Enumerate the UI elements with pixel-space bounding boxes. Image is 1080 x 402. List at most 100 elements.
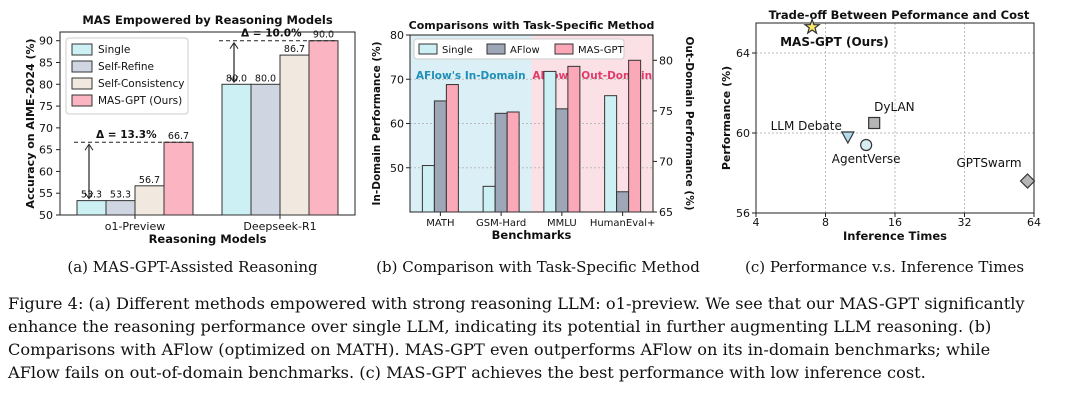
bar bbox=[250, 83, 281, 216]
point-label: GPTSwarm bbox=[956, 156, 1021, 170]
bar bbox=[433, 100, 447, 213]
legend-swatch bbox=[71, 94, 93, 107]
x-tick-label: GSM-Hard bbox=[476, 218, 526, 229]
point-label: MAS-GPT (Ours) bbox=[780, 35, 889, 49]
legend-swatch bbox=[554, 43, 574, 55]
legend-swatch bbox=[71, 43, 93, 56]
bar bbox=[279, 54, 310, 216]
y-axis-label: In-Domain Performance (%) bbox=[371, 41, 383, 205]
bar bbox=[628, 59, 642, 213]
bar-value-label: 53.3 bbox=[110, 190, 131, 201]
y-tick-label: 70 bbox=[39, 122, 53, 135]
chart-title: Trade-off Between Peformance and Cost bbox=[769, 8, 1030, 22]
plot-frame bbox=[755, 22, 1035, 214]
legend-box bbox=[65, 37, 189, 115]
marker-circle bbox=[860, 138, 873, 152]
x-tick-label: MMLU bbox=[547, 218, 577, 229]
x-tick-label: 8 bbox=[822, 216, 829, 229]
region-label: AFlow's Out-Domain bbox=[532, 70, 652, 82]
point-label: AgentVerse bbox=[832, 152, 901, 166]
y-tick-label: 80 bbox=[390, 29, 404, 42]
bar bbox=[445, 84, 459, 213]
figure-caption-line: enhance the reasoning performance over s… bbox=[8, 317, 992, 336]
delta-arrowhead bbox=[84, 143, 94, 151]
y-tick-label: 65 bbox=[39, 144, 53, 157]
x-tick-label: HumanEval+ bbox=[590, 218, 656, 229]
delta-arrowhead bbox=[229, 76, 239, 84]
legend-swatch bbox=[71, 60, 93, 73]
bar-value-label: 86.7 bbox=[284, 44, 305, 55]
x-axis-label: Inference Times bbox=[843, 229, 947, 243]
bar bbox=[543, 70, 557, 213]
y-tick-label: 50 bbox=[39, 209, 53, 222]
y-right-tick-label: 75 bbox=[659, 105, 673, 118]
legend-label: Single bbox=[98, 44, 130, 56]
y-axis-label: Accuracy on AIME-2024 (%) bbox=[24, 38, 37, 208]
bar-value-label: 80.0 bbox=[255, 73, 276, 84]
y-tick-label: 60 bbox=[736, 127, 750, 140]
bar bbox=[567, 65, 581, 213]
y-axis-label: Performance (%) bbox=[720, 66, 733, 170]
legend-label: Self-Refine bbox=[98, 61, 154, 73]
bar bbox=[163, 141, 194, 216]
y-axis-right-label: Out-Domain Performance (%) bbox=[683, 36, 695, 210]
legend-swatch bbox=[71, 77, 93, 90]
bar-value-label: 90.0 bbox=[313, 30, 334, 41]
x-tick-label: 64 bbox=[1027, 216, 1041, 229]
panel-b: Comparisons with Task-Specific Method 50 6… bbox=[368, 0, 708, 254]
x-tick-label: MATH bbox=[426, 218, 454, 229]
x-tick-label: 16 bbox=[888, 216, 902, 229]
chart-c: Trade-off Between Peformance and Cost 4 8 1… bbox=[720, 8, 1041, 243]
bar bbox=[421, 165, 435, 213]
delta-arrowhead bbox=[229, 41, 239, 49]
plot-frame bbox=[409, 34, 654, 213]
subcaption-c: (c) Performance v.s. Inference Times bbox=[744, 258, 1025, 276]
x-tick-label: 4 bbox=[753, 216, 760, 229]
y-tick-label: 55 bbox=[39, 187, 53, 200]
y-tick-label: 80 bbox=[39, 78, 53, 91]
marker-square bbox=[868, 116, 881, 130]
y-tick-label: 60 bbox=[390, 118, 404, 131]
y-tick-label: 75 bbox=[39, 100, 53, 113]
bar bbox=[482, 185, 496, 213]
y-tick-label: 60 bbox=[39, 165, 53, 178]
chart-b: Comparisons with Task-Specific Method 50 6… bbox=[371, 19, 695, 242]
bar bbox=[308, 40, 339, 216]
panel-a: MAS Empowered by Reasoning Models 50 55 60 6… bbox=[20, 0, 365, 254]
bar bbox=[555, 108, 569, 213]
y-tick-label: 56 bbox=[736, 207, 750, 220]
bar bbox=[221, 83, 252, 216]
marker-triangle bbox=[840, 131, 855, 145]
figure-caption: Figure 4: (a) Different methods empowere… bbox=[8, 292, 1072, 384]
delta-label: Δ = 10.0% bbox=[241, 28, 302, 40]
y-right-tick-label: 65 bbox=[659, 206, 673, 219]
legend-label: MAS-GPT (Ours) bbox=[98, 95, 182, 107]
bar bbox=[105, 200, 136, 216]
subcaption-b: (b) Comparison with Task-Specific Method bbox=[376, 258, 700, 276]
delta-arrowhead bbox=[84, 192, 94, 200]
bar bbox=[494, 112, 508, 213]
y-tick-label: 85 bbox=[39, 57, 53, 70]
delta-label: Δ = 13.3% bbox=[96, 129, 157, 141]
bar bbox=[616, 191, 630, 213]
y-tick-label: 90 bbox=[39, 35, 53, 48]
point-label: LLM Debate bbox=[771, 119, 842, 133]
figure-caption-line: Comparisons with AFlow (optimized on MAT… bbox=[8, 340, 991, 359]
legend-swatch bbox=[486, 43, 506, 55]
bar bbox=[506, 111, 520, 213]
subcaption-a: (a) MAS-GPT-Assisted Reasoning bbox=[67, 258, 318, 276]
plot-frame bbox=[59, 31, 356, 216]
y-right-tick-label: 80 bbox=[659, 54, 673, 67]
legend-label: MAS-GPT bbox=[578, 45, 625, 56]
y-tick-label: 70 bbox=[390, 73, 404, 86]
bar-value-label: 56.7 bbox=[139, 175, 160, 186]
x-axis-label: Benchmarks bbox=[492, 228, 572, 242]
bar bbox=[604, 95, 618, 213]
legend-label: Single bbox=[442, 45, 473, 56]
chart-title: MAS Empowered by Reasoning Models bbox=[82, 13, 332, 27]
point-label: DyLAN bbox=[874, 100, 915, 114]
legend-label: AFlow bbox=[510, 45, 540, 56]
y-tick-label: 64 bbox=[736, 47, 750, 60]
x-tick-label: Deepseek-R1 bbox=[243, 220, 316, 233]
bar bbox=[134, 185, 165, 216]
